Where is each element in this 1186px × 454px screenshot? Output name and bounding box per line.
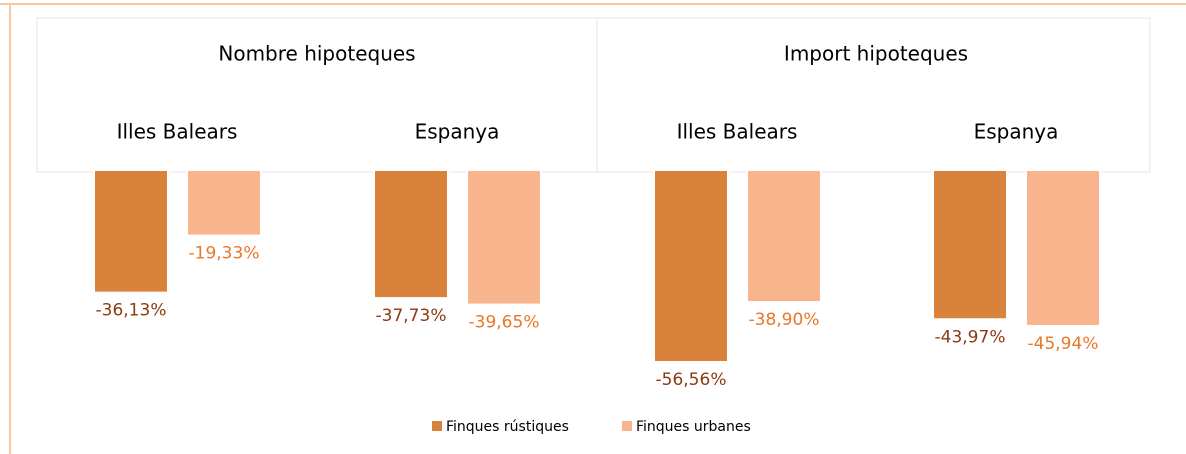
category-label: Espanya [415, 120, 500, 144]
group-label: Import hipoteques [784, 42, 968, 66]
category-label: Illes Balears [117, 120, 238, 144]
category-label: Illes Balears [677, 120, 798, 144]
bar [373, 169, 449, 300]
bar [1025, 169, 1101, 327]
bar [746, 169, 822, 304]
category-label: Espanya [974, 120, 1059, 144]
header-box [36, 17, 1151, 173]
value-label: -37,73% [376, 306, 447, 326]
bar [186, 169, 262, 237]
bar [93, 169, 169, 294]
value-label: -43,97% [935, 327, 1006, 347]
legend-swatch [432, 421, 442, 431]
legend-swatch [622, 421, 632, 431]
legend-label: Finques rústiques [446, 419, 569, 435]
value-label: -56,56% [656, 370, 727, 390]
bar [653, 169, 729, 363]
legend-label: Finques urbanes [636, 419, 751, 435]
value-label: -39,65% [469, 313, 540, 333]
bar [932, 169, 1008, 321]
group-label: Nombre hipoteques [218, 42, 415, 66]
bar [466, 169, 542, 306]
value-label: -45,94% [1028, 334, 1099, 354]
value-label: -36,13% [96, 301, 167, 321]
value-label: -19,33% [189, 244, 260, 264]
value-label: -38,90% [749, 310, 820, 330]
